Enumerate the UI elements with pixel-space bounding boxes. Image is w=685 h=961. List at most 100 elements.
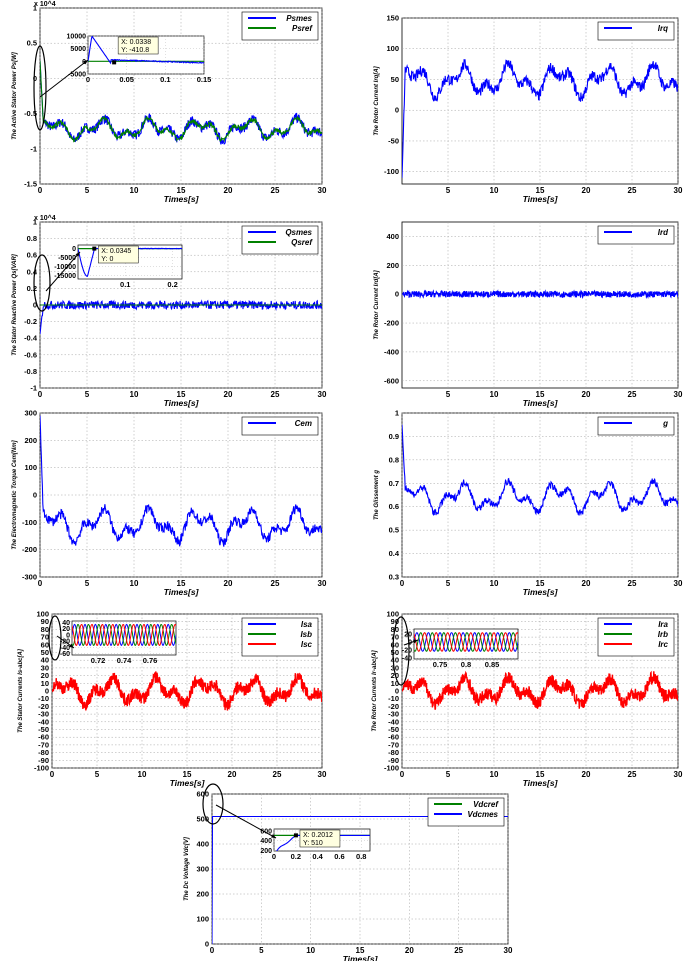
- y-tick-label: -600: [384, 376, 399, 385]
- chart-panel-p9: 0 5 10 15 20 25 300100200300400500600Times[s]T…: [184, 783, 513, 961]
- y-tick-label: 100: [386, 610, 399, 619]
- legend-entry: Irc: [658, 640, 668, 649]
- x-tick-label: 5: [85, 390, 90, 399]
- y-tick-label: -1: [30, 384, 37, 393]
- x-axis-label: Times[s]: [164, 587, 200, 597]
- zoom-arrowhead: [83, 60, 88, 65]
- inset-y-tick-label: -5000: [58, 255, 76, 262]
- legend-box: [597, 416, 675, 436]
- inset-y-tick-label: -40: [402, 656, 412, 663]
- inset-x-tick-label: 0.8: [461, 660, 471, 669]
- x-tick-label: 10: [490, 579, 499, 588]
- y-axis-label: The Glissement g: [374, 470, 380, 520]
- chart-panel-p2: 5 10 15 20 25 30 -100 -50 0 50 100 150 Times[s] The R…: [374, 14, 683, 205]
- x-tick-label: 15: [177, 579, 186, 588]
- inset-measured-line: [88, 36, 204, 65]
- legend-box: [597, 21, 675, 41]
- x-tick-label: 30: [318, 770, 327, 779]
- y-tick-label: -50: [388, 725, 399, 734]
- y-axis-label: The Dc Voltage Vdc[V]: [184, 836, 190, 901]
- zoom-arrowhead: [413, 639, 418, 644]
- legend-entry: Ird: [658, 228, 669, 237]
- x-tick-label: 15: [177, 390, 186, 399]
- series-group: [402, 289, 678, 299]
- x-tick-label: 0: [38, 390, 43, 399]
- y-tick-label: 500: [196, 815, 209, 824]
- y-tick-label: 0.6: [389, 502, 399, 511]
- y-tick-label: -1.5: [24, 180, 37, 189]
- y-tick-label: 100: [36, 610, 49, 619]
- datatip-marker: [92, 246, 97, 251]
- y-tick-label: -300: [22, 573, 37, 582]
- legend-entry: Cem: [295, 419, 312, 428]
- inset-x-tick-label: 0.1: [160, 75, 170, 84]
- x-axis-label: Times[s]: [523, 778, 559, 788]
- y-tick-label: 30: [391, 663, 399, 672]
- y-tick-label: 0.7: [389, 479, 399, 488]
- y-tick-label: -400: [384, 347, 399, 356]
- inset-x-tick-label: 0.6: [334, 852, 344, 861]
- zoom-ellipse: [33, 254, 51, 312]
- y-tick-label: 20: [391, 671, 399, 680]
- y-tick-label: -100: [384, 764, 399, 773]
- x-tick-label: 10: [490, 770, 499, 779]
- y-tick-label: -10: [388, 694, 399, 703]
- y-exponent-label: x 10^4: [34, 0, 56, 8]
- x-axis-label: Times[s]: [523, 587, 559, 597]
- inset-y-tick-label: 600: [260, 828, 272, 835]
- series-group: [52, 671, 322, 712]
- y-tick-label: 70: [391, 633, 399, 642]
- x-tick-label: 20: [582, 770, 591, 779]
- y-tick-label: 10: [41, 679, 49, 688]
- datatip-y: Y: -410.8: [121, 47, 149, 54]
- zoom-arrow: [45, 251, 81, 292]
- x-axis-label: Times[s]: [164, 194, 200, 204]
- inset-y-tick-label: 5000: [70, 46, 86, 53]
- x-tick-label: 25: [628, 390, 637, 399]
- series-line-Isc: [52, 671, 322, 712]
- x-tick-label: 25: [271, 579, 280, 588]
- y-tick-label: -1: [30, 144, 37, 153]
- legend-box: [427, 797, 505, 827]
- inset-y-tick-label: 200: [260, 848, 272, 855]
- x-tick-label: 30: [674, 186, 683, 195]
- y-axis-label: The Stator Reactive Power Qs[VAR]: [12, 253, 18, 356]
- x-tick-label: 25: [271, 390, 280, 399]
- x-tick-label: 15: [536, 186, 545, 195]
- y-tick-label: 0: [395, 687, 399, 696]
- series-group: [40, 415, 322, 547]
- inset-phase-line: [414, 632, 518, 652]
- x-tick-label: 20: [405, 946, 414, 955]
- y-tick-label: 20: [41, 671, 49, 680]
- y-axis-label: The Rotor Current Ird[A]: [374, 269, 380, 339]
- x-tick-label: 20: [224, 579, 233, 588]
- x-tick-label: 30: [674, 579, 683, 588]
- series-line-Irc: [402, 670, 678, 710]
- x-tick-label: 20: [582, 186, 591, 195]
- y-tick-label: 0.8: [389, 455, 399, 464]
- y-tick-label: -80: [38, 748, 49, 757]
- chart-panel-p8: 0 5 10 15 20 25 30-100-90-80-70-60-50-40-30-20…: [372, 610, 683, 789]
- inset-y-tick-label: 10000: [67, 34, 87, 41]
- legend-entry: Irq: [658, 24, 668, 33]
- series-line-Psref: [40, 60, 322, 143]
- x-tick-label: 5: [446, 770, 451, 779]
- zoom-ellipse: [48, 615, 62, 661]
- x-tick-label: 15: [356, 946, 365, 955]
- inset-y-tick-label: -20: [402, 648, 412, 655]
- series-line-Psmes: [40, 60, 322, 145]
- legend-entry: Psmes: [286, 14, 312, 23]
- x-tick-label: 25: [273, 770, 282, 779]
- inset-y-tick-label: -5000: [68, 72, 86, 79]
- y-tick-label: -30: [38, 710, 49, 719]
- plot-area: [401, 221, 679, 389]
- datatip-box: [299, 829, 341, 848]
- series-group: [40, 299, 322, 335]
- inset-x-tick-label: 0.85: [485, 660, 500, 669]
- inset-y-tick-label: -15000: [54, 273, 76, 280]
- legend-entry: Irb: [658, 630, 668, 639]
- y-tick-label: 0.5: [27, 39, 37, 48]
- inset-x-tick-label: 0: [272, 852, 276, 861]
